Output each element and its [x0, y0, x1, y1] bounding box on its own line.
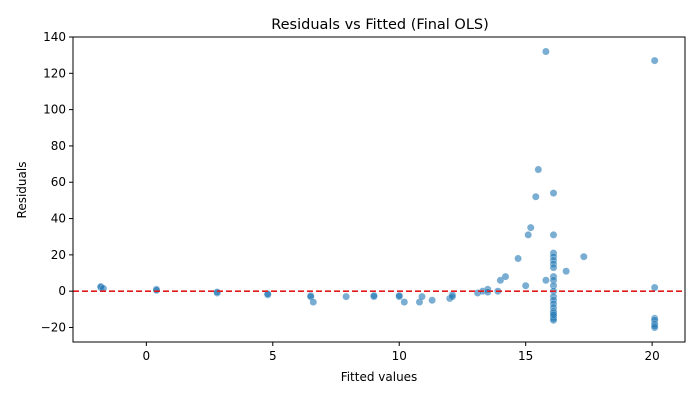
data-point: [501, 272, 510, 281]
data-point: [483, 288, 492, 296]
x-tick-label: 0: [143, 349, 151, 363]
data-point: [531, 192, 540, 201]
y-axis-label: Residuals: [15, 162, 29, 219]
data-point: [395, 291, 404, 300]
y-tick-label: 20: [51, 248, 66, 262]
data-point: [580, 252, 588, 261]
x-tick-label: 15: [518, 349, 533, 363]
x-tick-label: 10: [392, 349, 407, 363]
y-tick-label: 100: [43, 103, 66, 117]
chart-title: Residuals vs Fitted (Final OLS): [271, 17, 489, 33]
x-tick-label: 5: [269, 349, 277, 363]
data-point: [549, 189, 558, 197]
y-tick-label: −20: [41, 320, 66, 334]
y-tick-label: 0: [58, 284, 66, 298]
x-tick-label: 20: [644, 349, 659, 363]
data-point: [524, 231, 533, 239]
data-point: [521, 281, 530, 290]
data-point: [418, 292, 426, 301]
y-tick-label: 60: [51, 175, 66, 189]
data-point: [526, 223, 535, 232]
data-point: [650, 323, 659, 332]
data-point: [263, 290, 272, 298]
data-point: [152, 286, 161, 295]
data-point: [650, 56, 659, 65]
data-point: [309, 298, 318, 306]
x-axis-label: Fitted values: [341, 370, 418, 384]
data-point: [542, 47, 550, 56]
data-point: [448, 292, 457, 301]
data-point: [562, 267, 570, 276]
data-point: [650, 283, 659, 292]
data-point: [534, 165, 543, 174]
x-axis-ticks: 0 5 10 15 20: [143, 342, 660, 363]
data-point: [342, 292, 350, 301]
data-point: [549, 263, 558, 272]
data-point: [514, 254, 522, 263]
y-axis-ticks: −20 0 20 40 60 80 100 120 140: [41, 30, 73, 334]
plot-frame: [72, 36, 686, 343]
data-point: [428, 296, 436, 305]
scatter-points: [97, 47, 659, 332]
data-point: [370, 291, 378, 300]
data-point: [549, 310, 558, 319]
data-point: [213, 288, 221, 296]
data-point: [400, 298, 409, 306]
y-tick-label: 120: [43, 66, 66, 80]
data-point: [99, 284, 108, 293]
y-tick-label: 80: [51, 139, 66, 153]
y-tick-label: 140: [43, 30, 66, 44]
data-point: [549, 231, 558, 239]
y-tick-label: 40: [51, 212, 66, 226]
data-point: [542, 276, 550, 285]
